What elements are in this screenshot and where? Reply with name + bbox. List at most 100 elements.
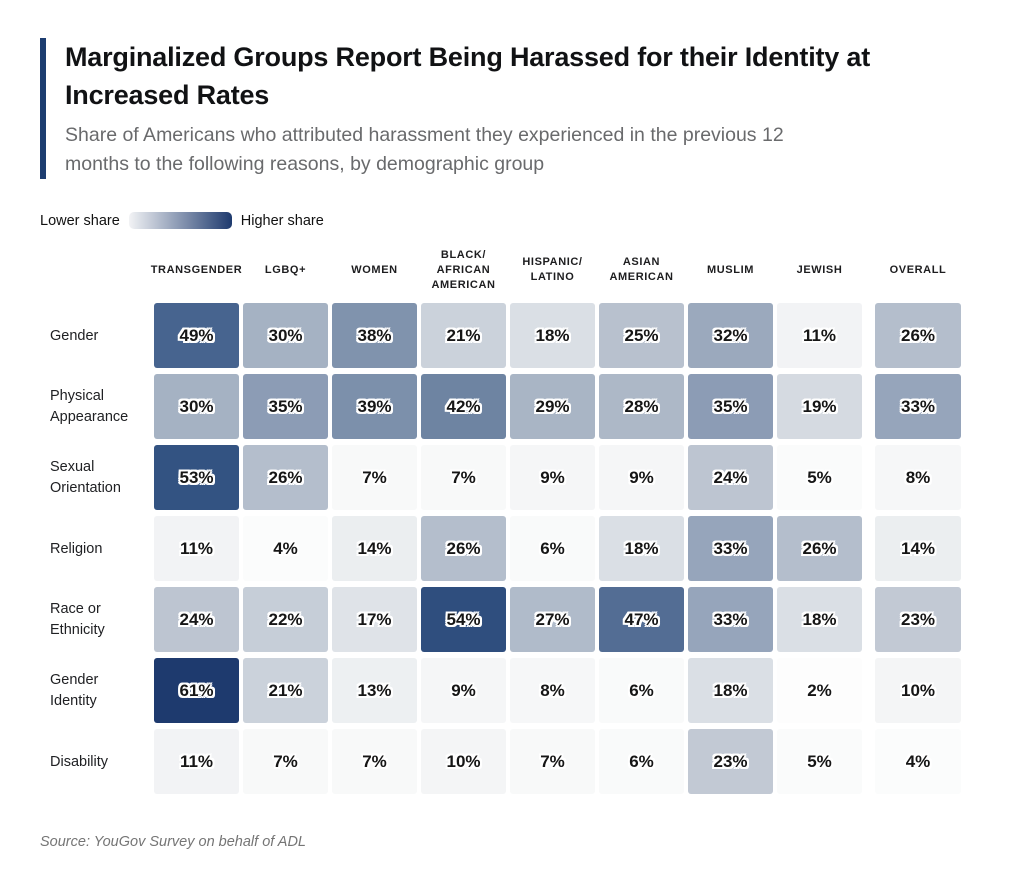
row-label-gender-identity: Gender Identity <box>50 672 99 709</box>
heatmap-cell-physical-appearance-black-african-american: 42% <box>421 374 506 440</box>
heatmap-cell-gender-identity-hispanic-latino: 8% <box>510 658 595 724</box>
heatmap-cell-gender-identity-asian-american: 6% <box>599 658 684 724</box>
heatmap-cell-disability-lgbq: 7% <box>243 729 328 795</box>
legend-high-label: Higher share <box>240 212 324 229</box>
heatmap-cell-religion-muslim: 33% <box>688 516 773 582</box>
heatmap-cell-gender-muslim: 32% <box>688 303 773 369</box>
row-label-gender: Gender <box>50 327 99 344</box>
heatmap-cell-race-or-ethnicity-lgbq: 22% <box>243 587 328 653</box>
column-header-muslim: MUSLIM <box>707 263 754 276</box>
heatmap-cell-physical-appearance-jewish: 19% <box>777 374 862 440</box>
column-header-hispanic-latino: HISPANIC/ LATINO <box>522 256 583 284</box>
heatmap-cell-race-or-ethnicity-hispanic-latino: 27% <box>510 587 595 653</box>
heatmap-cell-religion-transgender: 11% <box>154 516 239 582</box>
heatmap-cell-religion-jewish: 26% <box>777 516 862 582</box>
column-spacer <box>866 374 871 439</box>
heatmap-cell-sexual-orientation-lgbq: 26% <box>243 445 328 511</box>
heatmap-cell-disability-overall: 4% <box>875 729 961 795</box>
heatmap-cell-gender-overall: 26% <box>875 303 961 369</box>
heatmap-cell-gender-identity-overall: 10% <box>875 658 961 724</box>
heatmap-cell-gender-identity-jewish: 2% <box>777 658 862 724</box>
heatmap-cell-sexual-orientation-asian-american: 9% <box>599 445 684 511</box>
heatmap-cell-religion-black-african-american: 26% <box>421 516 506 582</box>
heatmap-cell-race-or-ethnicity-jewish: 18% <box>777 587 862 653</box>
legend-gradient-bar <box>128 212 232 230</box>
heatmap-cell-sexual-orientation-overall: 8% <box>875 445 961 511</box>
heatmap-cell-sexual-orientation-black-african-american: 7% <box>421 445 506 511</box>
column-header-asian-american: ASIAN AMERICAN <box>609 256 674 284</box>
row-label-sexual-orientation: Sexual Orientation <box>50 459 121 496</box>
column-header-women: WOMEN <box>351 263 398 276</box>
row-label-disability: Disability <box>50 753 109 770</box>
heatmap-cell-race-or-ethnicity-asian-american: 47% <box>599 587 684 653</box>
heatmap-cell-physical-appearance-muslim: 35% <box>688 374 773 440</box>
heatmap-cell-gender-hispanic-latino: 18% <box>510 303 595 369</box>
heatmap-cell-religion-hispanic-latino: 6% <box>510 516 595 582</box>
heatmap-cell-gender-lgbq: 30% <box>243 303 328 369</box>
heatmap-cell-physical-appearance-lgbq: 35% <box>243 374 328 440</box>
column-header-lgbq: LGBQ+ <box>264 263 307 276</box>
heatmap-cell-disability-hispanic-latino: 7% <box>510 729 595 795</box>
heatmap-cell-race-or-ethnicity-overall: 23% <box>875 587 961 653</box>
column-header-overall: OVERALL <box>889 263 947 276</box>
heatmap-cell-gender-women: 38% <box>332 303 417 369</box>
heatmap-cell-physical-appearance-asian-american: 28% <box>599 374 684 440</box>
column-header-black-african-american: BLACK/ AFRICAN AMERICAN <box>431 248 496 291</box>
chart-card: Marginalized Groups Report Being Harasse… <box>40 38 980 851</box>
column-spacer <box>866 243 871 297</box>
legend-low-label: Lower share <box>40 212 120 229</box>
column-spacer <box>866 587 871 652</box>
color-legend: Lower share Higher share <box>40 212 980 230</box>
column-header-jewish: JEWISH <box>796 263 843 276</box>
heatmap-cell-gender-identity-black-african-american: 9% <box>421 658 506 724</box>
source-note: Source: YouGov Survey on behalf of ADL <box>40 834 306 851</box>
column-header-transgender: TRANSGENDER <box>150 263 243 276</box>
title-texts: Marginalized Groups Report Being Harasse… <box>46 38 870 179</box>
row-label-physical-appearance: Physical Appearance <box>50 388 129 425</box>
heatmap-cell-sexual-orientation-muslim: 24% <box>688 445 773 511</box>
heatmap-cell-sexual-orientation-transgender: 53% <box>154 445 239 511</box>
heatmap-cell-race-or-ethnicity-black-african-american: 54% <box>421 587 506 653</box>
heatmap-cell-race-or-ethnicity-women: 17% <box>332 587 417 653</box>
column-spacer <box>866 658 871 723</box>
heatmap-cell-religion-asian-american: 18% <box>599 516 684 582</box>
heatmap-cell-gender-black-african-american: 21% <box>421 303 506 369</box>
heatmap-cell-gender-asian-american: 25% <box>599 303 684 369</box>
heatmap-cell-race-or-ethnicity-transgender: 24% <box>154 587 239 653</box>
heatmap-cell-disability-jewish: 5% <box>777 729 862 795</box>
row-label-religion: Religion <box>50 540 103 557</box>
heatmap-cell-religion-lgbq: 4% <box>243 516 328 582</box>
heatmap-cell-gender-identity-lgbq: 21% <box>243 658 328 724</box>
heatmap-cell-physical-appearance-hispanic-latino: 29% <box>510 374 595 440</box>
heatmap-cell-sexual-orientation-women: 7% <box>332 445 417 511</box>
heatmap-cell-physical-appearance-women: 39% <box>332 374 417 440</box>
column-spacer <box>866 516 871 581</box>
column-spacer <box>866 445 871 510</box>
heatmap-cell-disability-asian-american: 6% <box>599 729 684 795</box>
heatmap-cell-religion-overall: 14% <box>875 516 961 582</box>
heatmap-table: TRANSGENDER LGBQ+ WOMEN BLACK/ AFRICAN AMER… <box>40 243 980 795</box>
heatmap-cell-sexual-orientation-hispanic-latino: 9% <box>510 445 595 511</box>
heatmap-cell-gender-transgender: 49% <box>154 303 239 369</box>
heatmap-cell-physical-appearance-overall: 33% <box>875 374 961 440</box>
column-spacer <box>866 303 871 368</box>
heatmap-cell-disability-transgender: 11% <box>154 729 239 795</box>
column-spacer <box>866 729 871 794</box>
heatmap-cell-gender-identity-muslim: 18% <box>688 658 773 724</box>
heatmap-cell-religion-women: 14% <box>332 516 417 582</box>
page-title: Marginalized Groups Report Being Harasse… <box>65 42 871 111</box>
heatmap-cell-sexual-orientation-jewish: 5% <box>777 445 862 511</box>
title-block: Marginalized Groups Report Being Harasse… <box>40 38 980 180</box>
heatmap-cell-gender-identity-transgender: 61% <box>154 658 239 724</box>
table-corner <box>40 243 150 297</box>
heatmap-cell-gender-identity-women: 13% <box>332 658 417 724</box>
heatmap-cell-gender-jewish: 11% <box>777 303 862 369</box>
page-subtitle: Share of Americans who attributed harass… <box>65 123 784 175</box>
heatmap-cell-disability-muslim: 23% <box>688 729 773 795</box>
title-accent-bar <box>40 38 46 180</box>
heatmap-cell-race-or-ethnicity-muslim: 33% <box>688 587 773 653</box>
heatmap-cell-disability-women: 7% <box>332 729 417 795</box>
row-label-race-or-ethnicity: Race or Ethnicity <box>50 601 105 638</box>
heatmap-cell-physical-appearance-transgender: 30% <box>154 374 239 440</box>
heatmap-cell-disability-black-african-american: 10% <box>421 729 506 795</box>
